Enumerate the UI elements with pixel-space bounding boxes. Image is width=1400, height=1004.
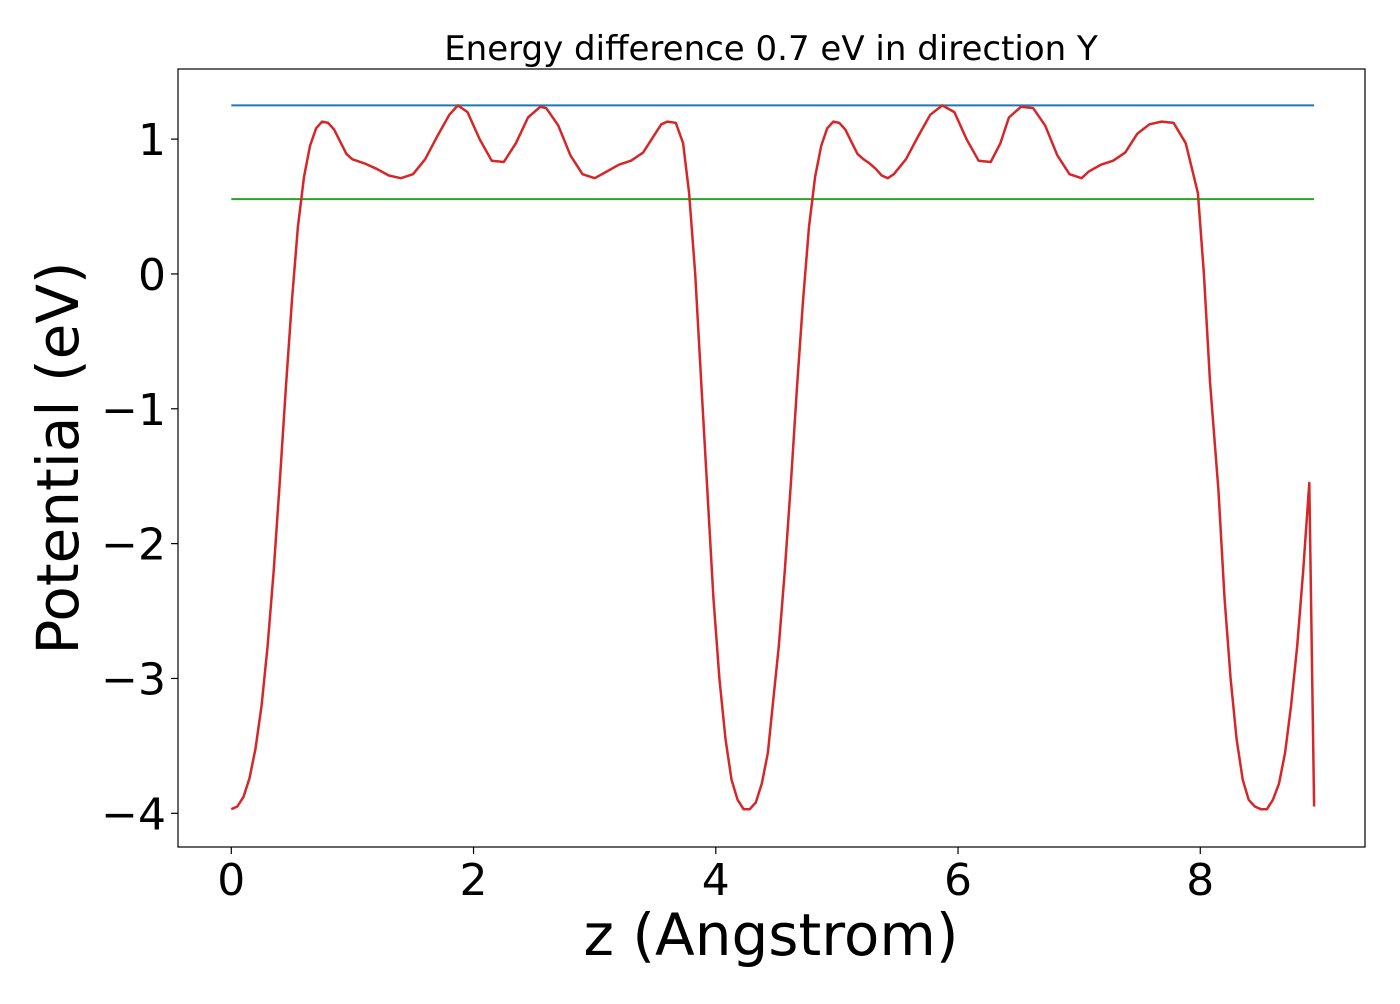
plot-area-frame	[177, 68, 1366, 848]
y-tick-label: −3	[101, 654, 166, 705]
x-tick-label: 2	[460, 855, 488, 906]
chart-title: Energy difference 0.7 eV in direction Y	[444, 29, 1098, 69]
y-tick-label: 0	[138, 250, 166, 301]
series-line-3	[230, 104, 1316, 811]
y-tick-label: −1	[101, 385, 166, 436]
y-tick-label: −4	[101, 789, 166, 840]
y-axis-ticks: −4 −3 −2 −1 0 1	[101, 115, 178, 840]
y-tick-label: −2	[101, 520, 166, 571]
y-tick-label: 1	[138, 115, 166, 166]
x-axis-ticks: 0 2 4 6 8	[217, 847, 1214, 906]
x-tick-label: 4	[702, 855, 730, 906]
x-tick-label: 0	[217, 855, 245, 906]
x-axis-label: z (Angstrom)	[584, 901, 959, 969]
x-tick-label: 8	[1186, 855, 1214, 906]
y-axis-label: Potential (eV)	[24, 261, 92, 654]
x-tick-label: 6	[944, 855, 972, 906]
series-layer	[230, 104, 1316, 811]
